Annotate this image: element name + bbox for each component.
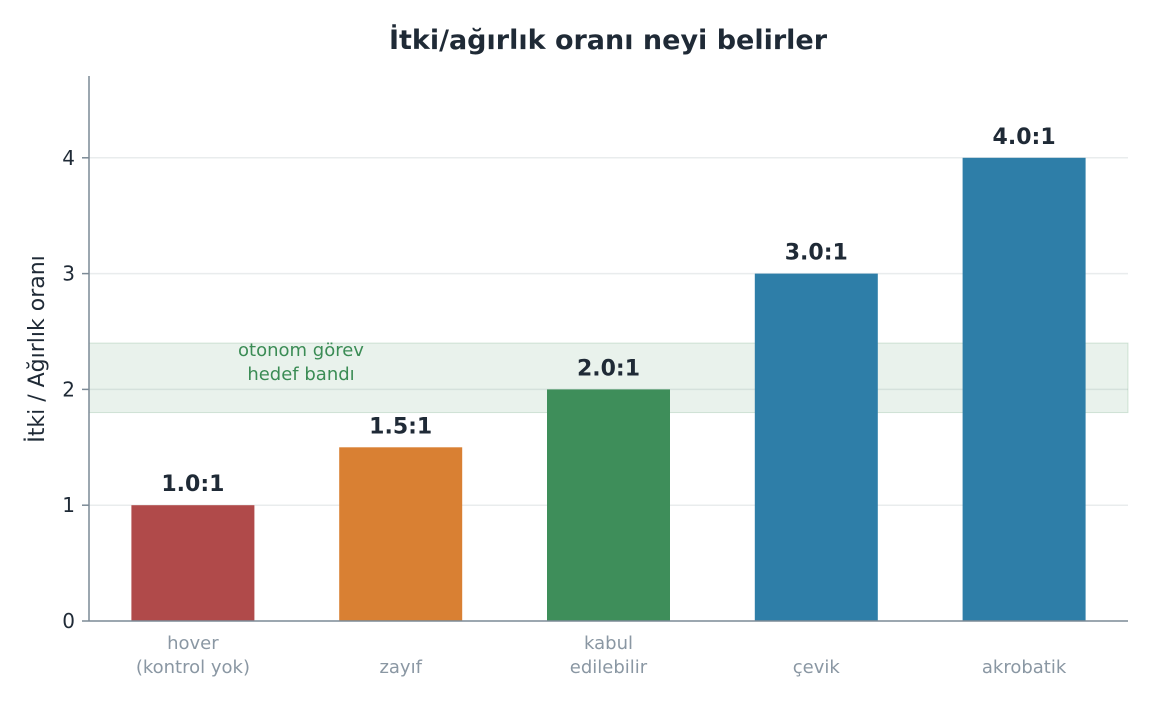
bars-group [131, 157, 1086, 622]
bar [547, 389, 670, 621]
x-tick-label-line: zayıf [379, 657, 422, 678]
labels-group: otonom görev hedef bandı 1.0:1 1.5:1 2.0:1 3.… [161, 125, 1055, 497]
chart-title: İtki/ağırlık oranı neyi belirler [389, 24, 828, 56]
x-tick-label: çevik [793, 657, 841, 678]
y-tick-label: 0 [62, 609, 75, 633]
x-tick-label-line: edilebilir [570, 657, 648, 678]
y-tick-label: 3 [62, 262, 75, 286]
bar-value-label: 2.0:1 [577, 356, 640, 381]
bar [754, 273, 878, 621]
axes-group: 0 1 2 3 4 hover (kontrol yok) zayıf kabul edilebi… [62, 76, 1128, 678]
bar-value-label: 4.0:1 [993, 125, 1056, 150]
x-tick-label-line: hover [167, 633, 219, 654]
bar-value-label: 1.5:1 [369, 414, 432, 439]
x-tick-label: zayıf [379, 657, 422, 678]
target-band-label-line: otonom görev [238, 340, 364, 361]
x-tick-label: akrobatik [982, 657, 1067, 678]
target-band-label-line: hedef bandı [247, 364, 354, 385]
x-tick-label-line: akrobatik [982, 657, 1067, 678]
target-band-label: otonom görev hedef bandı [238, 340, 364, 385]
y-tick-label: 2 [62, 377, 75, 401]
bar-value-label: 1.0:1 [161, 472, 224, 497]
x-tick-label-line: çevik [793, 657, 841, 678]
bar [962, 157, 1086, 622]
bar [339, 447, 463, 621]
x-tick-label-line: (kontrol yok) [136, 657, 250, 678]
bar-value-label: 3.0:1 [785, 241, 848, 266]
bar [131, 505, 255, 621]
x-tick-label-line: kabul [584, 633, 633, 654]
x-tick-label: hover (kontrol yok) [136, 633, 250, 678]
y-axis-label: İtki / Ağırlık oranı [24, 255, 50, 443]
y-tick-label: 4 [62, 146, 75, 170]
y-tick-label: 1 [62, 493, 75, 517]
x-tick-label: kabul edilebilir [570, 633, 648, 678]
